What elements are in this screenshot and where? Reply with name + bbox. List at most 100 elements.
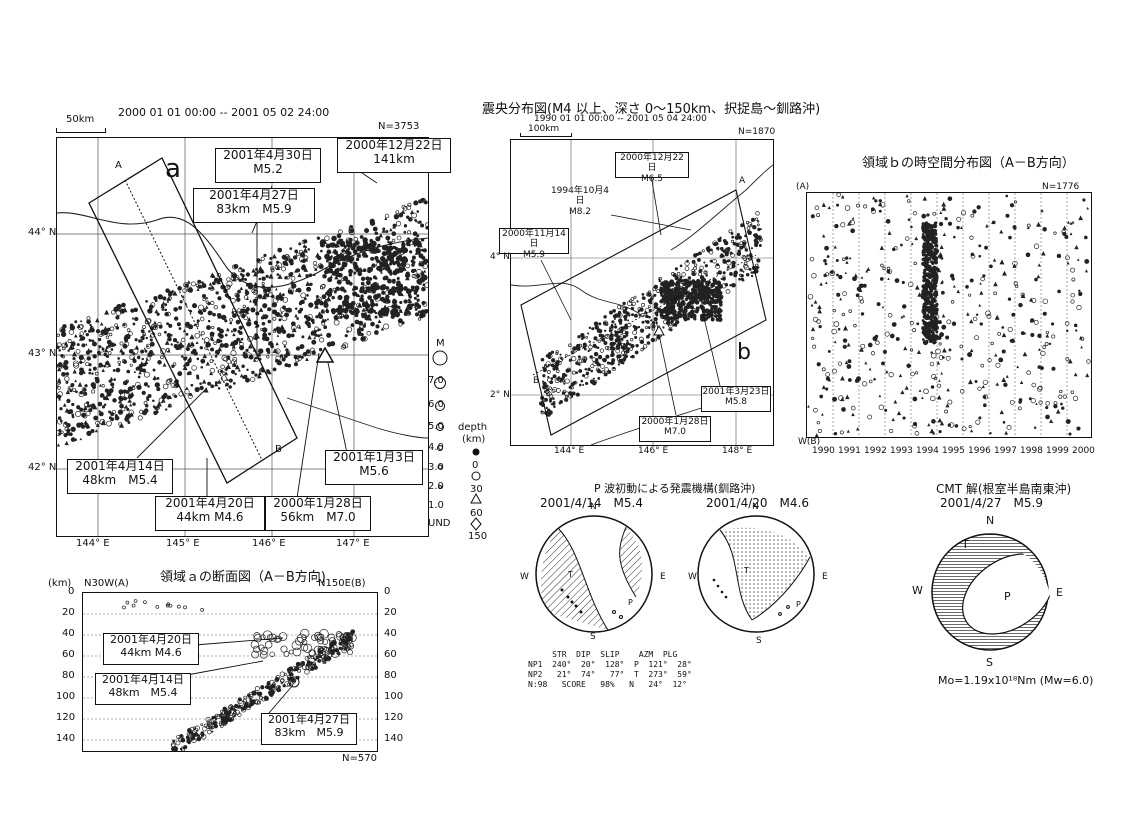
event-marker bbox=[110, 382, 115, 387]
event-marker bbox=[126, 369, 131, 374]
event-marker bbox=[220, 364, 225, 370]
event-marker bbox=[366, 330, 372, 336]
event-marker bbox=[57, 342, 62, 348]
event-marker bbox=[65, 380, 69, 384]
event-marker bbox=[956, 216, 962, 222]
event-marker bbox=[638, 313, 642, 317]
event-marker bbox=[231, 359, 237, 366]
event-marker bbox=[577, 355, 581, 359]
event-marker bbox=[589, 355, 593, 359]
event-marker bbox=[360, 294, 364, 298]
event-marker bbox=[360, 332, 364, 337]
event-marker bbox=[704, 308, 710, 314]
event-marker bbox=[646, 320, 650, 324]
event-marker bbox=[267, 307, 272, 312]
event-marker bbox=[617, 363, 621, 366]
event-marker bbox=[839, 430, 844, 435]
event-marker bbox=[215, 713, 219, 718]
event-marker bbox=[722, 275, 726, 279]
event-marker bbox=[290, 321, 296, 327]
event-marker bbox=[416, 294, 420, 298]
event-marker bbox=[595, 367, 600, 372]
event-marker bbox=[974, 335, 980, 341]
event-marker bbox=[407, 298, 413, 304]
event-marker bbox=[948, 348, 952, 352]
event-marker bbox=[580, 379, 584, 383]
event-marker bbox=[617, 305, 622, 310]
event-marker bbox=[360, 244, 367, 251]
event-marker bbox=[664, 289, 669, 294]
event-marker bbox=[301, 264, 306, 269]
event-marker bbox=[243, 374, 248, 379]
event-marker bbox=[348, 309, 353, 314]
event-marker bbox=[258, 265, 263, 270]
event-marker bbox=[712, 240, 718, 246]
event-marker bbox=[178, 736, 184, 742]
event-marker bbox=[956, 225, 960, 230]
event-marker bbox=[684, 260, 690, 266]
event-marker bbox=[881, 305, 885, 309]
event-marker bbox=[132, 402, 136, 406]
event-marker bbox=[995, 362, 1001, 368]
event-marker bbox=[1018, 398, 1023, 402]
mech1-n: N bbox=[590, 502, 597, 512]
event-marker bbox=[199, 385, 204, 391]
event-marker bbox=[70, 426, 76, 432]
event-marker bbox=[217, 387, 221, 390]
event-marker bbox=[252, 645, 261, 653]
event-marker bbox=[960, 357, 964, 361]
lat-44: 44° N bbox=[28, 227, 57, 238]
event-marker bbox=[195, 341, 199, 345]
event-marker bbox=[1022, 351, 1028, 357]
event-marker bbox=[115, 310, 122, 316]
event-marker bbox=[85, 411, 91, 417]
event-marker bbox=[165, 288, 170, 293]
event-marker bbox=[922, 302, 927, 307]
event-marker bbox=[578, 369, 583, 373]
event-marker bbox=[928, 292, 933, 297]
event-marker bbox=[412, 231, 418, 237]
event-marker bbox=[188, 372, 192, 375]
event-marker bbox=[571, 350, 574, 354]
event-marker bbox=[552, 366, 556, 370]
event-marker bbox=[354, 319, 360, 325]
event-marker bbox=[545, 361, 551, 367]
event-marker bbox=[881, 361, 885, 366]
event-marker bbox=[944, 409, 949, 414]
event-marker bbox=[154, 382, 160, 388]
event-marker bbox=[295, 675, 300, 680]
event-marker bbox=[922, 308, 927, 312]
event-marker bbox=[262, 327, 268, 333]
event-marker bbox=[101, 405, 106, 409]
event-marker bbox=[100, 331, 106, 336]
event-marker bbox=[122, 343, 128, 349]
event-marker bbox=[261, 696, 266, 702]
event-marker bbox=[155, 604, 160, 609]
event-marker bbox=[409, 209, 415, 215]
event-marker bbox=[157, 294, 163, 300]
event-marker bbox=[810, 326, 816, 332]
event-marker bbox=[1026, 370, 1031, 375]
event-marker bbox=[1065, 255, 1070, 261]
event-marker bbox=[198, 304, 204, 311]
event-marker bbox=[933, 256, 939, 261]
event-marker bbox=[410, 268, 416, 274]
event-marker bbox=[298, 242, 302, 246]
event-marker bbox=[57, 362, 63, 368]
event-marker bbox=[742, 255, 748, 261]
event-marker bbox=[265, 370, 269, 374]
event-marker bbox=[275, 675, 281, 680]
event-marker bbox=[235, 319, 241, 325]
event-marker bbox=[870, 351, 876, 356]
event-marker bbox=[71, 413, 75, 417]
event-marker bbox=[71, 402, 75, 407]
event-marker bbox=[246, 693, 251, 698]
event-marker bbox=[336, 240, 341, 245]
event-marker bbox=[185, 323, 190, 329]
event-marker bbox=[417, 317, 422, 321]
event-marker bbox=[689, 305, 694, 310]
event-marker bbox=[423, 200, 428, 205]
event-marker bbox=[206, 325, 211, 330]
event-marker bbox=[348, 237, 353, 243]
event-marker bbox=[115, 315, 120, 320]
